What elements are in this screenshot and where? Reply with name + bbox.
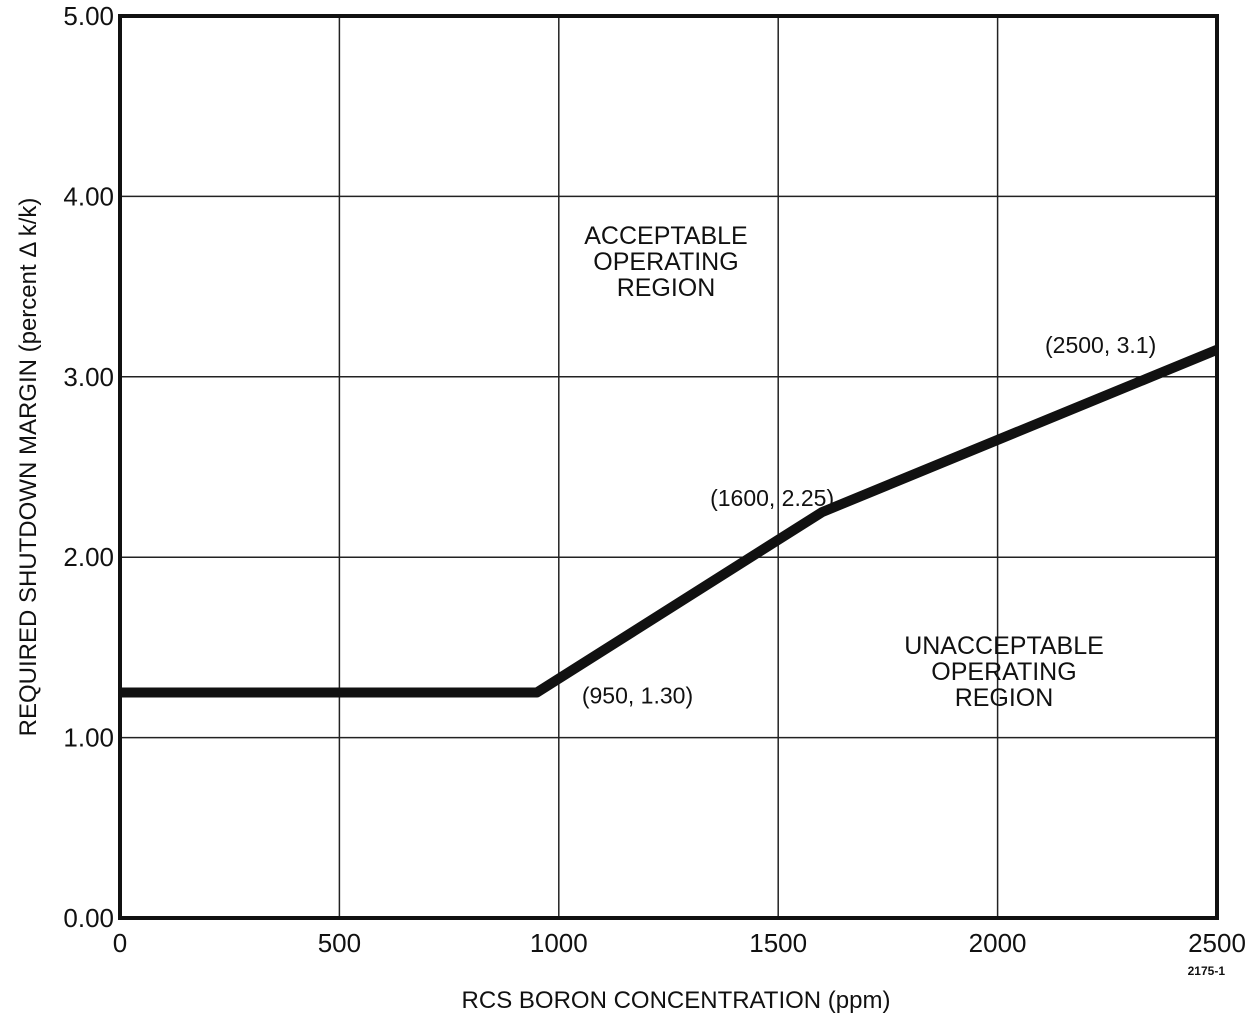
grid bbox=[119, 15, 1218, 919]
shutdown-margin-line bbox=[120, 345, 1219, 698]
y-axis-title: REQUIRED SHUTDOWN MARGIN (percent Δ k/k) bbox=[15, 198, 42, 737]
x-tick-label: 2000 bbox=[969, 928, 1027, 958]
y-tick-label: 3.00 bbox=[63, 362, 114, 392]
series-layer bbox=[120, 345, 1219, 698]
region-label: ACCEPTABLE OPERATING REGION bbox=[584, 222, 747, 302]
region-label-line: REGION bbox=[617, 274, 716, 302]
x-tick-label: 2500 bbox=[1188, 928, 1246, 958]
region-label-line: REGION bbox=[955, 684, 1054, 712]
point-label: (1600, 2.25) bbox=[710, 485, 834, 511]
y-tick-label: 5.00 bbox=[63, 1, 114, 31]
y-tick-label: 0.00 bbox=[63, 903, 114, 933]
region-label: UNACCEPTABLE OPERATING REGION bbox=[904, 632, 1104, 712]
x-tick-label: 1000 bbox=[530, 928, 588, 958]
x-tick-label: 0 bbox=[113, 928, 127, 958]
point-label: (2500, 3.1) bbox=[1045, 332, 1156, 358]
figure-number: 2175-1 bbox=[1188, 964, 1226, 978]
region-label-line: UNACCEPTABLE bbox=[904, 632, 1104, 660]
x-axis-title: RCS BORON CONCENTRATION (ppm) bbox=[462, 987, 891, 1014]
region-label-line: OPERATING bbox=[931, 658, 1076, 686]
plot-frame bbox=[118, 14, 1219, 920]
point-label: (950, 1.30) bbox=[582, 682, 693, 708]
x-tick-label: 500 bbox=[318, 928, 361, 958]
y-tick-label: 1.00 bbox=[63, 723, 114, 753]
x-tick-label: 1500 bbox=[749, 928, 807, 958]
region-label-line: OPERATING bbox=[593, 248, 738, 276]
y-tick-label: 2.00 bbox=[63, 542, 114, 572]
region-label-line: ACCEPTABLE bbox=[584, 222, 747, 250]
tick-labels: 0 500 1000 1500 2000 2500 0.00 1.00 2.00 3.00 4.00… bbox=[63, 1, 1246, 958]
point-annotations: (950, 1.30) (1600, 2.25) (2500, 3.1) bbox=[582, 332, 1156, 709]
y-tick-label: 4.00 bbox=[63, 181, 114, 211]
